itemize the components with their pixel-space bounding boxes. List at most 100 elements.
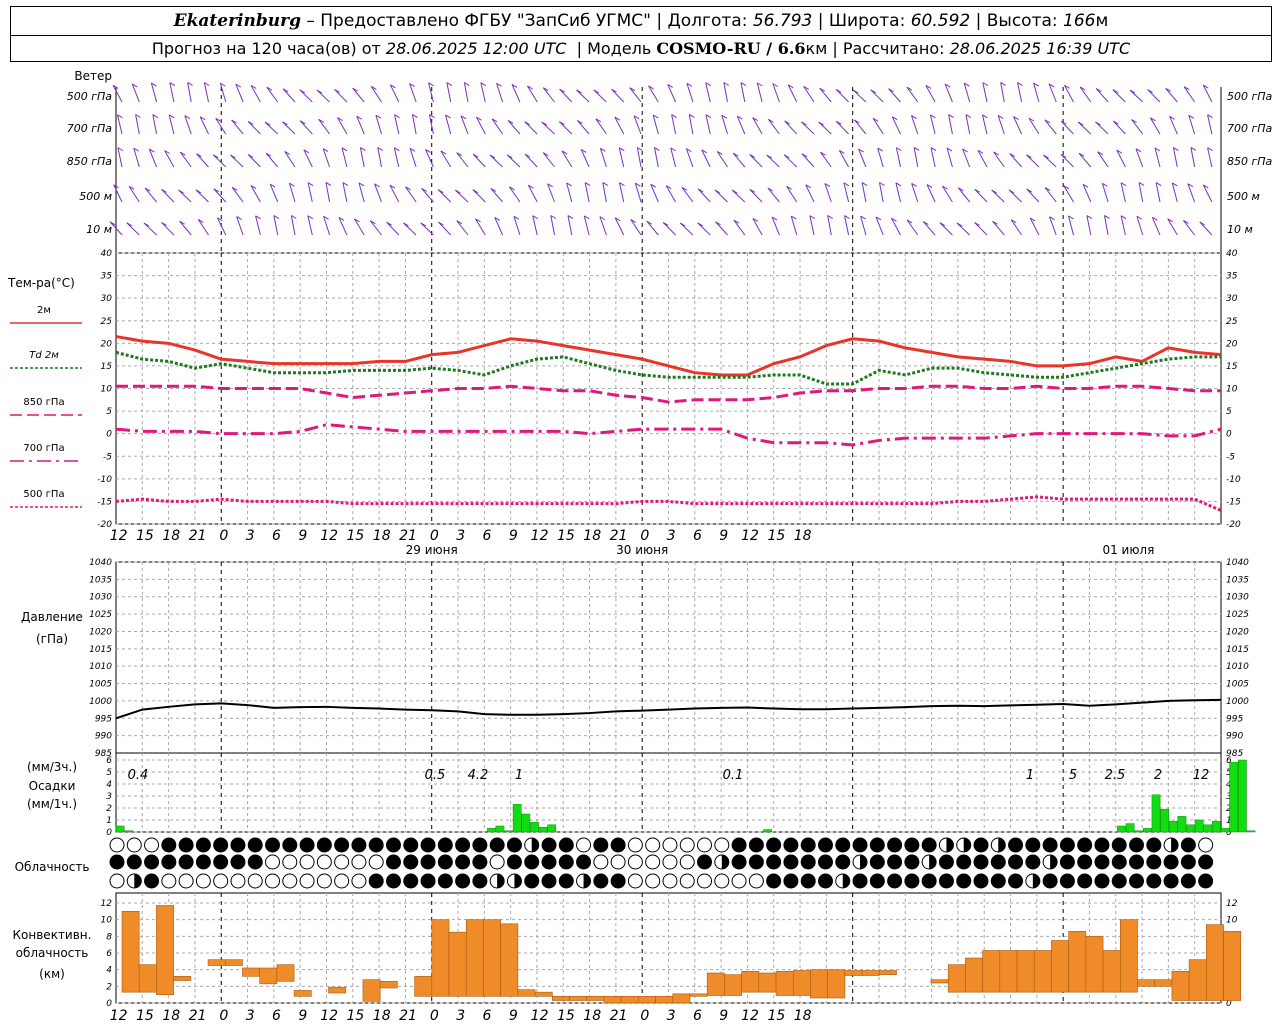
wind-barb-flag [1190,147,1197,151]
wind-barb [576,89,590,103]
wind-barb [767,119,780,135]
cloud-cover-symbol [213,873,229,889]
wind-barb [472,153,486,168]
hour-label-bottom: 0 [430,1008,439,1024]
wind-barb-flag [784,120,790,125]
wind-barb-flag [1044,119,1051,124]
cloud-cover-symbol [679,837,695,853]
wind-barb-flag [768,118,774,123]
longitude-value: 56.793 [752,11,813,31]
wind-barb [1026,154,1040,168]
cloud-cover-symbol [645,873,661,889]
cloud-cover-symbol [213,837,229,853]
wind-barb [558,121,573,135]
wind-barb-flag [161,188,167,193]
wind-barb [783,154,798,168]
wind-barb-flag [475,218,481,223]
wind-barb-flag [135,114,141,118]
wind-barb-flag [236,216,242,221]
wind-barb [143,222,157,236]
wind-barb [1147,89,1161,103]
wind-barb [508,186,521,203]
wind-barb [215,118,227,135]
wind-barb-flag [858,148,864,153]
wind-barb-flag [705,82,712,87]
conv-cloud-bar [414,976,433,997]
cloud-cover-symbol [938,854,954,870]
cloud-cover-symbol [627,873,643,889]
wind-barb-flag [701,149,707,154]
temp-legend-label: Td 2м [29,350,59,361]
wind-barb-flag [974,222,980,226]
wind-barb [532,215,538,236]
wind-barb-flag [1131,119,1137,123]
cloud-cover-symbol [265,854,281,870]
precip-total: 1 [515,768,523,783]
cloud-cover-symbol [610,873,626,889]
wind-barb [169,82,175,103]
temp-legend-label: 700 гПа [23,443,64,454]
wind-barb-flag [412,114,418,118]
wind-barb [688,114,694,135]
wind-barb-flag [1064,84,1070,89]
conv-cloud-bar [724,974,742,996]
wind-barb [670,147,677,168]
wind-barb-flag [948,114,954,118]
wind-barb [307,182,313,203]
wind-barb-flag [686,82,693,87]
cloud-cover-symbol [403,837,419,853]
cloud-cover-symbol [316,837,332,853]
wind-barb [212,154,227,168]
wind-barb [957,187,971,203]
temp-legend-label: 850 гПа [23,397,64,408]
wind-barb-flag [767,187,774,192]
cloud-cover-symbol [334,854,350,870]
precip-bar [1212,820,1221,833]
wind-barb-flag [126,222,132,227]
wind-barb-flag [844,215,850,220]
hour-label-top: 15 [347,528,365,544]
conv-cloud-bar [276,964,295,982]
wind-barb-flag [513,215,520,220]
wind-barb [629,87,642,103]
cloud-cover-symbol [161,837,177,853]
date-label: 30 июня [616,543,668,557]
wind-barb-flag [491,118,498,123]
wind-barb-flag [733,219,740,224]
wind-barb-flag [771,216,778,221]
wind-barb-flag [429,114,435,119]
pressure-ytick-right: 1020 [1226,627,1249,637]
wind-barb [566,182,573,203]
cloud-cover-symbol [144,873,160,889]
wind-barb [164,150,175,168]
wind-barb-flag [1172,182,1178,187]
wind-barb-flag [354,218,360,223]
wind-barb-flag [614,217,621,222]
wind-barb-flag [895,182,902,187]
cloud-cover-symbol [455,854,471,870]
cloud-cover-symbol [1146,837,1162,853]
wind-barb-flag [888,88,894,93]
wind-barb-flag [1063,185,1070,190]
wind-barb [421,188,434,203]
cloud-cover-symbol [1094,873,1110,889]
wind-barb [377,147,382,168]
wind-barb [942,185,953,203]
pressure-ytick-right: 985 [1226,749,1243,759]
pressure-ytick-left: 1035 [89,575,112,585]
wind-barb [152,114,158,135]
wind-barb [269,183,279,203]
wind-barb-flag [164,150,170,154]
wind-barb-flag [1008,189,1015,194]
wind-barb [1043,154,1057,168]
temp-ytick-left: 35 [101,272,113,282]
temp-ytick-left: 30 [101,294,113,304]
cloud-cover-symbol [1129,854,1145,870]
cloud-cover-symbol [1094,854,1110,870]
precip-ytick-left: 2 [106,804,112,814]
wind-barb [946,147,953,168]
wind-barb-flag [151,82,157,87]
wind-barb [356,115,365,135]
hour-label-bottom: 9 [719,1008,728,1024]
wind-barb [860,215,867,236]
